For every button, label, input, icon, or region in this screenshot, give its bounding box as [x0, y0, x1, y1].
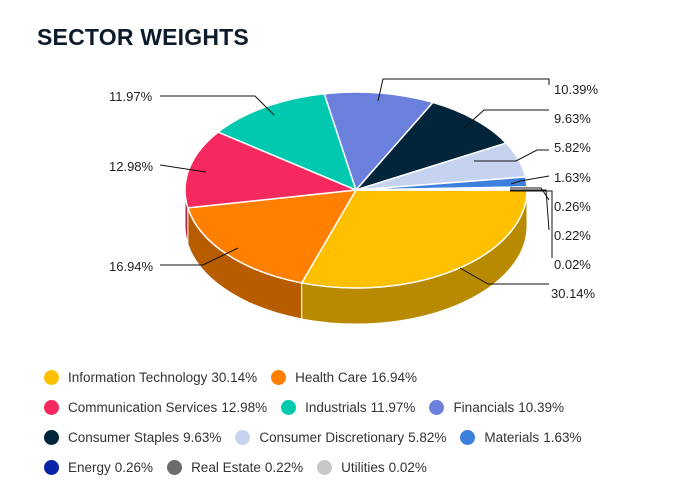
legend-label: Real Estate [191, 459, 261, 475]
legend-label: Energy [68, 459, 111, 475]
callout-line-utilities [510, 190, 553, 258]
legend-value: 5.82% [408, 429, 447, 445]
legend-marker [167, 459, 183, 475]
data-label-industrials: 11.97% [109, 89, 153, 104]
legend-item-industrials[interactable]: Industrials 11.97% [281, 399, 416, 415]
legend-item-real-estate[interactable]: Real Estate 0.22% [167, 459, 304, 475]
legend-marker [44, 459, 59, 475]
legend-label: Consumer Discretionary [259, 429, 405, 445]
callout-line-real-estate [510, 189, 550, 231]
callout-line-communication-services [159, 164, 207, 173]
legend-marker [44, 369, 59, 385]
legend-value: 12.98% [221, 399, 268, 415]
legend-row: Information Technology 30.14% Health Care 1… [44, 362, 664, 392]
callout-line-health-care [160, 247, 239, 266]
legend-item-health-care[interactable]: Health Care 16.94% [271, 369, 417, 385]
data-label-consumer-discretionary: 5.82% [554, 140, 591, 155]
legend-value: 0.02% [388, 459, 427, 475]
pie-slice-health-care[interactable] [186, 189, 358, 284]
legend-label: Health Care [295, 369, 368, 385]
data-label-communication-services: 12.98% [109, 159, 154, 174]
legend-item-information-technology[interactable]: Information Technology 30.14% [44, 369, 258, 385]
chart-title: SECTOR WEIGHTS [37, 24, 249, 50]
legend-value: 0.26% [114, 459, 154, 475]
callout-line-information-technology [459, 267, 549, 285]
legend-marker [429, 399, 445, 415]
legend-row: Communication Services 12.98% Industrials 1… [44, 392, 664, 422]
legend-marker [460, 429, 476, 445]
legend-label: Financials [453, 399, 515, 415]
legend-marker [281, 399, 297, 415]
legend-value: 1.63% [543, 429, 582, 445]
legend-item-consumer-discretionary[interactable]: Consumer Discretionary 5.82% [235, 429, 447, 445]
callout-line-consumer-staples [463, 109, 549, 129]
pie-slice-industrials[interactable] [216, 92, 358, 192]
legend-row: Energy 0.26% Real Estate 0.22% Utilities 0.02… [44, 452, 664, 482]
legend-value: 16.94% [371, 369, 417, 385]
legend-marker [44, 429, 59, 445]
data-label-information-technology: 30.14% [551, 286, 596, 301]
callout-line-consumer-discretionary [474, 149, 549, 162]
legend-item-financials[interactable]: Financials 10.39% [429, 399, 565, 415]
callout-line-financials [377, 78, 550, 102]
pie-chart: 30.14% 16.94% 12.98% 11.97% 10.39% 9.63% 5.82%… [109, 78, 599, 325]
legend-item-communication-services[interactable]: Communication Services 12.98% [44, 399, 268, 415]
legend-marker [317, 459, 333, 475]
data-label-energy: 0.26% [554, 199, 591, 214]
legend-value: 30.14% [211, 369, 258, 385]
legend-item-energy[interactable]: Energy 0.26% [44, 459, 154, 475]
pie-slice-information-technology[interactable] [300, 189, 528, 289]
data-label-utilities: 0.02% [554, 257, 591, 272]
data-label-real-estate: 0.22% [554, 228, 591, 243]
legend-item-utilities[interactable]: Utilities 0.02% [317, 459, 427, 475]
legend-label: Information Technology [68, 369, 208, 385]
legend-label: Industrials [305, 399, 367, 415]
pie-slice-communication-services[interactable] [184, 131, 357, 209]
legend-label: Consumer Staples [68, 429, 180, 445]
legend-label: Utilities [341, 459, 385, 475]
legend-item-consumer-staples[interactable]: Consumer Staples 9.63% [44, 429, 222, 445]
legend-item-materials[interactable]: Materials 1.63% [460, 429, 582, 445]
callout-line-materials [510, 175, 550, 185]
legend-marker [44, 399, 59, 415]
legend-row: Consumer Staples 9.63% Consumer Discretion… [44, 422, 664, 452]
data-label-financials: 10.39% [554, 82, 599, 97]
legend-marker [235, 429, 251, 445]
data-label-health-care: 16.94% [109, 259, 154, 274]
legend: Information Technology 30.14% Health Care 1… [44, 362, 664, 482]
callout-line-industrials [160, 95, 275, 116]
legend-label: Materials [484, 429, 540, 445]
data-label-consumer-staples: 9.63% [554, 111, 591, 126]
legend-value: 11.97% [370, 399, 416, 415]
legend-value: 0.22% [264, 459, 304, 475]
legend-value: 10.39% [518, 399, 565, 415]
legend-marker [271, 369, 287, 385]
data-label-materials: 1.63% [554, 170, 591, 185]
legend-value: 9.63% [183, 429, 222, 445]
legend-label: Communication Services [68, 399, 218, 415]
